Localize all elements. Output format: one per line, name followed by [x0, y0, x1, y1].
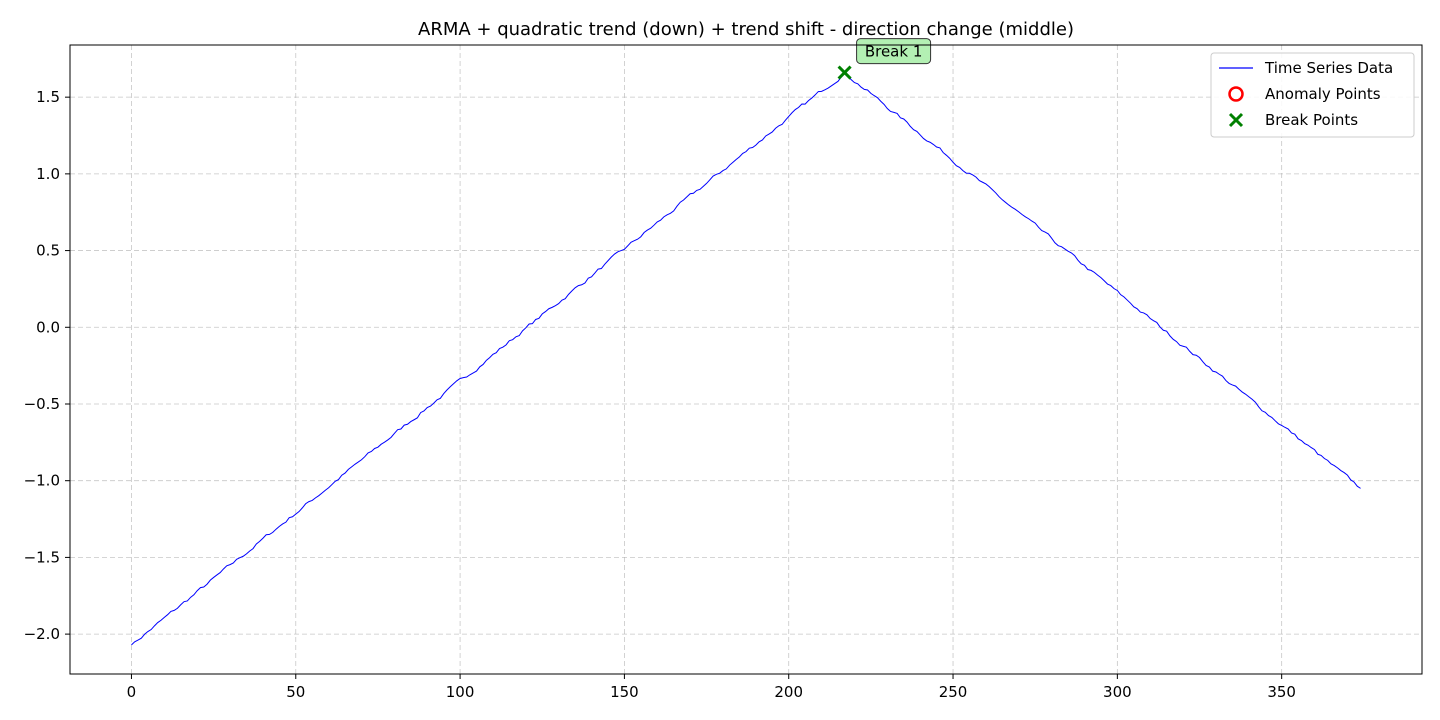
legend-box	[1210, 52, 1415, 138]
break-annotation-label: Break 1	[865, 43, 923, 61]
legend: Time Series Data Anomaly Points Break Poin…	[1210, 52, 1415, 138]
legend-label: Break Points	[1265, 111, 1358, 129]
legend-item: Anomaly Points	[1228, 85, 1381, 103]
legend-circle-swatch	[1228, 86, 1244, 102]
plot-area-frame	[69, 44, 1423, 675]
break-annotation: Break 1	[856, 38, 932, 65]
legend-item: Time Series Data	[1219, 59, 1393, 77]
legend-label: Anomaly Points	[1265, 85, 1381, 103]
y-tick-label: 0.0	[36, 318, 60, 336]
x-tick-label: 0	[127, 683, 137, 701]
x-tick-label: 50	[286, 683, 305, 701]
x-tick-label: 350	[1267, 683, 1296, 701]
legend-x-swatch	[1228, 112, 1244, 128]
y-tick-label: −1.5	[24, 548, 60, 566]
y-axis: −2.0 −1.5 −1.0 −0.5 0.0 0.5 1.0 1.5	[24, 88, 70, 643]
x-tick-label: 300	[1103, 683, 1132, 701]
y-tick-label: 0.5	[36, 242, 60, 260]
y-tick-label: −0.5	[24, 395, 60, 413]
y-tick-label: 1.5	[36, 88, 60, 106]
legend-label: Time Series Data	[1264, 59, 1393, 77]
y-tick-label: 1.0	[36, 165, 60, 183]
grid-lines	[70, 45, 1422, 674]
x-tick-label: 100	[446, 683, 475, 701]
y-tick-label: −1.0	[24, 472, 60, 490]
x-tick-label: 200	[774, 683, 803, 701]
x-tick-label: 250	[939, 683, 968, 701]
x-axis: 0 50 100 150 200 250 300 350	[127, 674, 1296, 701]
legend-item: Break Points	[1228, 111, 1358, 129]
series-line	[131, 71, 1361, 646]
break-point-marker	[837, 65, 852, 80]
series-layer	[131, 71, 1361, 646]
chart-title: ARMA + quadratic trend (down) + trend sh…	[418, 19, 1074, 40]
x-tick-label: 150	[610, 683, 639, 701]
y-tick-label: −2.0	[24, 625, 60, 643]
